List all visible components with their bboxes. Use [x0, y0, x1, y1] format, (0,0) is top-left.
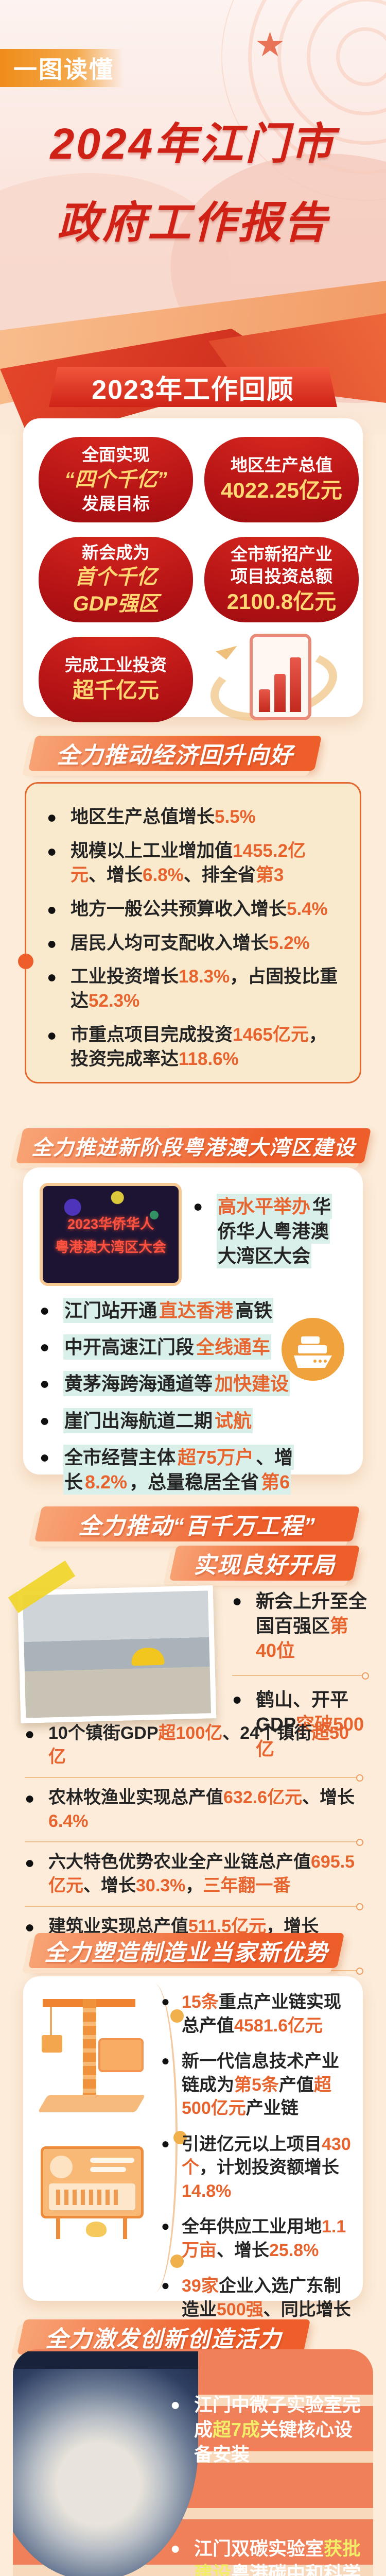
neutrino-detector-photo: [13, 2351, 198, 2576]
bullet-item: 10个镇街GDP超100亿、24个镇街超50亿: [25, 1722, 361, 1769]
page-title-line2: 政府工作报告: [57, 198, 329, 247]
chart-bar: [290, 657, 301, 712]
chart-bar: [259, 689, 270, 712]
innovation-panel: 江门中微子实验室完成超7成关键核心设备安装 江门双碳实验室获批建设粤港碳中和科学…: [13, 2349, 373, 2576]
section-banner-economy: 全力推动经济回升向好: [28, 736, 322, 771]
review-2023-card: 全面实现 “四个千亿” 发展目标 地区生产总值 4022.25亿元 新会成为 首…: [23, 418, 363, 732]
fireworks-photo: 2023华侨华人 粤港澳大湾区大会: [40, 1183, 182, 1286]
pill-line: 4022.25亿元: [221, 478, 342, 503]
ship-icon: [282, 1318, 344, 1381]
pill-line: 全市新招产业: [231, 544, 332, 564]
crane-illustration: [38, 1994, 146, 2115]
chart-bar: [274, 674, 286, 712]
divider: [25, 1903, 363, 1911]
factory-photo: [17, 1585, 217, 1723]
divider: [25, 1968, 363, 1975]
pill-line: 完成工业投资: [65, 655, 167, 675]
bullet-item: 规模以上工业增加值1455.2亿元、增长6.8%、排全省第3: [47, 839, 339, 888]
bullet-item: 新一代信息技术产业链成为第5条产值超500亿元产业链: [161, 2050, 353, 2121]
bullet-item: 六大特色优势农业全产业链总产值695.5亿元、增长30.3%，三年翻一番: [25, 1851, 361, 1897]
section-banner-project-line2: 实现良好开局: [169, 1546, 360, 1581]
star-icon: ★: [255, 25, 286, 63]
bullet-item: 农林牧渔业实现总产值632.6亿元、增长6.4%: [25, 1786, 361, 1833]
page-title-line1: 2024年江门市: [50, 120, 336, 168]
pill-line: 超千亿元: [72, 678, 159, 703]
pill-line: 地区生产总值: [231, 455, 332, 475]
arrow-up-icon: [216, 637, 237, 660]
bullet-item: 居民人均可支配收入增长5.2%: [47, 931, 339, 956]
photo-caption: 2023华侨华人: [67, 1216, 154, 1232]
pill-line: 全面实现: [82, 445, 150, 465]
bullet-item: 15条重点产业链实现总产值4581.6亿元: [161, 1991, 353, 2038]
section-banner-manufacturing: 全力塑造制造业当家新优势: [28, 1933, 345, 1968]
economy-card: 地区生产总值增长5.5% 规模以上工业增加值1455.2亿元、增长6.8%、排全…: [18, 782, 361, 1083]
section-banner-bay-area: 全力推进新阶段粤港澳大湾区建设: [15, 1128, 372, 1163]
helmet-decoration: [131, 1647, 165, 1666]
bullet-item: 江门中微子实验室完成超7成关键核心设备安装: [170, 2393, 366, 2467]
divider: [25, 1839, 363, 1846]
stat-pill-xinhui: 新会成为 首个千亿 GDP强区: [39, 537, 193, 622]
pill-line: 发展目标: [82, 494, 150, 513]
bullet-item: 引进亿元以上项目430个，计划投资额增长14.8%: [161, 2133, 353, 2204]
pill-line: “四个千亿”: [64, 468, 167, 491]
pill-line: 首个千亿: [75, 566, 157, 589]
phone-chart-icon: [250, 634, 311, 720]
bullet-item: 江门双碳实验室获批建设粤港碳中和科学与技术联合实验室: [170, 2536, 370, 2576]
dot-decoration: [18, 954, 33, 969]
bullet-item: 市重点项目完成投资1465亿元，投资完成率达118.6%: [47, 1023, 339, 1072]
project-photo-row: 新会上升至全国百强区第40位 鹤山、开平GDP突破500亿: [8, 1560, 369, 1759]
manufacturing-card: 15条重点产业链实现总产值4581.6亿元 新一代信息技术产业链成为第5条产值超…: [23, 1976, 363, 2343]
bullet-item: 新会上升至全国百强区第40位: [232, 1589, 367, 1664]
read-in-one-image-badge: 一图读懂: [0, 49, 124, 87]
divider: [25, 1774, 363, 1782]
bullet-item: 全年供应工业用地1.1万亩、增长25.8%: [161, 2215, 353, 2262]
bullet-item: 工业投资增长18.3%，占固投比重达52.3%: [47, 965, 339, 1013]
stat-pill-gdp: 地区生产总值 4022.25亿元: [204, 437, 359, 522]
growth-chart-illustration: [204, 634, 359, 732]
pill-line: GDP强区: [73, 592, 159, 616]
bullet-item: 地区生产总值增长5.5%: [47, 805, 339, 829]
bullet-item: 地方一般公共预算收入增长5.4%: [47, 897, 339, 922]
section-banner-project-line1: 全力推动“百千万工程”: [34, 1506, 360, 1541]
divider: [232, 1672, 369, 1680]
pill-line: 项目投资总额: [231, 566, 332, 586]
pill-line: 2100.8亿元: [226, 589, 337, 614]
pill-line: 新会成为: [82, 543, 150, 562]
review-2023-banner: 2023年工作回顾: [49, 367, 337, 407]
stat-pill-four-hundred-billion: 全面实现 “四个千亿” 发展目标: [39, 437, 193, 522]
photo-caption: 粤港澳大湾区大会: [55, 1240, 166, 1255]
stat-pill-industrial-investment: 完成工业投资 超千亿元: [39, 637, 193, 722]
stat-pill-investment: 全市新招产业 项目投资总额 2100.8亿元: [204, 537, 359, 622]
